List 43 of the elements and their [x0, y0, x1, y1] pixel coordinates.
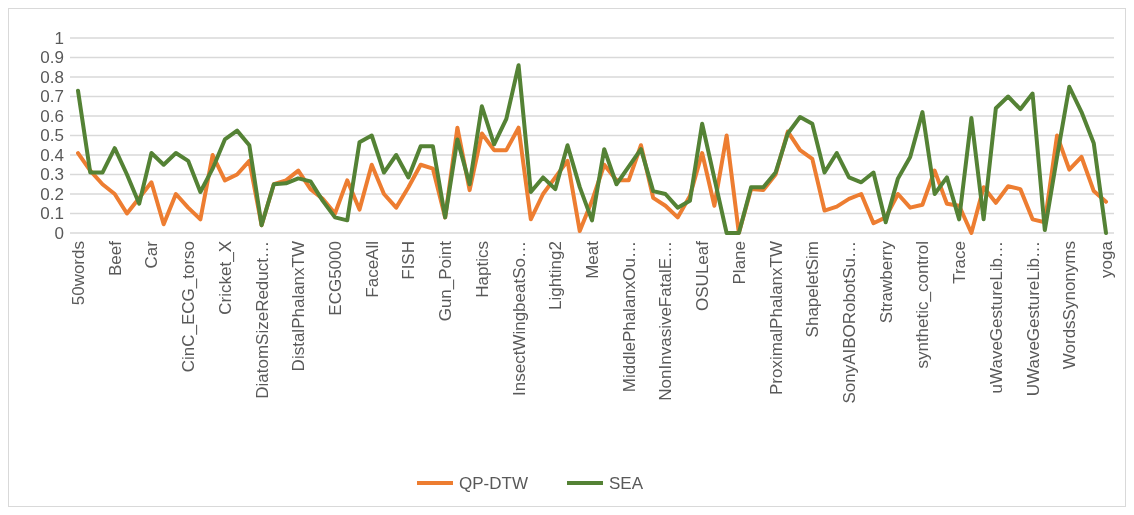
- x-tick-label: ECG5000: [326, 241, 345, 316]
- x-tick-label: Haptics: [472, 241, 492, 298]
- y-tick-label: 0.9: [40, 48, 64, 68]
- x-tick-label: Strawberry: [876, 240, 896, 324]
- x-tick-label: Gun_Point: [436, 240, 456, 322]
- x-tick-label: UWaveGestureLib…: [1023, 241, 1043, 397]
- x-tick-label: WordsSynonyms: [1060, 241, 1080, 370]
- x-tick-label: SonyAIBORobotSu…: [840, 241, 859, 404]
- x-tick-label: CinC_ECG_torso: [179, 241, 199, 373]
- y-tick-label: 0.1: [40, 204, 64, 224]
- x-tick-label: ProximalPhalanxTW: [766, 241, 786, 395]
- x-tick-label: DistalPhalanxTW: [289, 241, 309, 372]
- x-tick-label: FISH: [399, 241, 419, 280]
- x-tick-label: synthetic_control: [913, 241, 933, 369]
- y-tick-label: 0.6: [40, 106, 64, 126]
- y-tick-label: 0.3: [40, 165, 64, 185]
- legend-label: SEA: [609, 473, 644, 493]
- x-tick-label: Plane: [729, 241, 749, 285]
- y-tick-label: 1: [54, 28, 64, 48]
- y-tick-label: 0.4: [40, 145, 64, 165]
- x-tick-label: 50words: [69, 241, 88, 306]
- x-tick-label: Trace: [950, 241, 970, 284]
- line-series: [76, 63, 1108, 235]
- x-tick-label: InsectWingbeatSo…: [509, 241, 529, 396]
- x-tick-label: yoga: [1097, 240, 1116, 278]
- x-tick-label: FaceAll: [362, 241, 382, 298]
- x-tick-label: uWaveGestureLib…: [986, 241, 1006, 394]
- y-tick-label: 0.7: [40, 87, 64, 107]
- x-tick-label: Car: [142, 240, 162, 269]
- x-tick-label: NonInvasiveFatalE…: [656, 241, 676, 401]
- y-tick-label: 0.8: [40, 67, 64, 87]
- x-tick-label: OSULeaf: [693, 240, 713, 311]
- x-tick-label: Lighting2: [546, 241, 566, 311]
- x-tick-label: MiddlePhalanxOu…: [619, 241, 639, 393]
- x-tick-label: DiatomSizeReduct…: [252, 241, 272, 399]
- x-tick-label: Beef: [105, 240, 125, 276]
- legend-label: QP-DTW: [459, 473, 528, 493]
- x-tick-label: Meat: [583, 240, 602, 279]
- x-tick-label: ShapeletSim: [803, 241, 823, 338]
- y-tick-label: 0.5: [40, 126, 64, 146]
- y-tick-label: 0: [54, 223, 64, 243]
- x-tick-label: Cricket_X: [215, 241, 235, 315]
- y-tick-label: 0.2: [40, 184, 64, 204]
